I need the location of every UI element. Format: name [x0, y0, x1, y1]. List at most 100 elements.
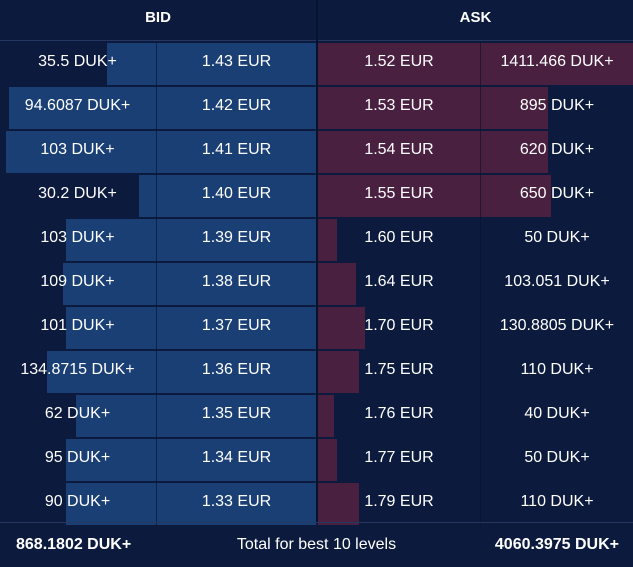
ask-total: 4060.3975 DUK+	[494, 536, 619, 553]
ask-depth-bar	[318, 131, 548, 173]
bid-depth-bar	[6, 131, 316, 173]
ask-price: 1.53 EUR	[364, 97, 434, 114]
ask-quantity: 40 DUK+	[524, 405, 590, 422]
ask-quantity: 620 DUK+	[519, 141, 595, 158]
bid-quantity: 94.6087 DUK+	[24, 97, 131, 114]
ask-depth-bar	[318, 439, 337, 481]
bid-price: 1.41 EUR	[201, 141, 272, 158]
cell-separator	[156, 438, 157, 482]
order-book-row[interactable]: 95 DUK+ 1.34 EUR 1.77 EUR 50 DUK+	[0, 438, 633, 482]
ask-depth-bar	[318, 175, 551, 217]
ask-quantity: 130.8805 DUK+	[499, 317, 615, 334]
cell-separator	[156, 174, 157, 218]
order-book-rows: 35.5 DUK+ 1.43 EUR 1.52 EUR 1411.466 DUK+ 94…	[0, 42, 633, 526]
order-book-row[interactable]: 103 DUK+ 1.41 EUR 1.54 EUR 620 DUK+	[0, 130, 633, 174]
bid-depth-bar	[66, 307, 316, 349]
bid-quantity: 90 DUK+	[44, 493, 111, 510]
bid-price: 1.40 EUR	[201, 185, 272, 202]
cell-separator	[480, 130, 481, 174]
bid-depth-bar	[66, 219, 316, 261]
cell-separator	[156, 394, 157, 438]
ask-quantity: 110 DUK+	[520, 493, 594, 510]
bid-quantity: 35.5 DUK+	[38, 53, 117, 70]
cell-separator	[156, 218, 157, 262]
bid-quantity: 30.2 DUK+	[38, 185, 117, 202]
cell-separator	[156, 482, 157, 526]
cell-separator	[156, 306, 157, 350]
ask-price: 1.52 EUR	[364, 53, 434, 70]
bid-depth-bar	[139, 175, 316, 217]
ask-price: 1.77 EUR	[364, 449, 434, 466]
cell-separator	[156, 130, 157, 174]
bid-depth-bar	[63, 263, 316, 305]
ask-quantity: 103.051 DUK+	[504, 273, 610, 290]
order-book-row[interactable]: 30.2 DUK+ 1.40 EUR 1.55 EUR 650 DUK+	[0, 174, 633, 218]
center-divider	[316, 0, 318, 522]
cell-separator	[480, 174, 481, 218]
ask-price: 1.70 EUR	[364, 317, 434, 334]
bid-depth-bar	[47, 351, 316, 393]
ask-quantity: 110 DUK+	[520, 361, 594, 378]
order-book-row[interactable]: 94.6087 DUK+ 1.42 EUR 1.53 EUR 895 DUK+	[0, 86, 633, 130]
ask-price: 1.54 EUR	[364, 141, 434, 158]
ask-quantity: 50 DUK+	[524, 449, 590, 466]
bid-price: 1.38 EUR	[201, 273, 272, 290]
bid-price: 1.33 EUR	[201, 493, 272, 510]
bid-quantity: 62 DUK+	[44, 405, 111, 422]
ask-depth-bar	[318, 219, 337, 261]
ask-price: 1.64 EUR	[364, 273, 434, 290]
ask-depth-bar	[318, 87, 548, 129]
order-book-row[interactable]: 90 DUK+ 1.33 EUR 1.79 EUR 110 DUK+	[0, 482, 633, 526]
ask-depth-bar	[318, 483, 359, 525]
bid-price: 1.42 EUR	[201, 97, 272, 114]
cell-separator	[480, 306, 481, 350]
cell-separator	[480, 86, 481, 130]
ask-quantity: 1411.466 DUK+	[500, 53, 614, 70]
ask-quantity: 650 DUK+	[519, 185, 595, 202]
bid-quantity: 101 DUK+	[40, 317, 115, 334]
ask-price: 1.76 EUR	[364, 405, 434, 422]
bid-total: 868.1802 DUK+	[16, 536, 132, 553]
cell-separator	[156, 262, 157, 306]
bid-column-header: BID	[145, 9, 171, 26]
ask-column-header: ASK	[459, 9, 492, 26]
ask-depth-bar	[318, 395, 334, 437]
ask-depth-bar	[318, 263, 356, 305]
bid-depth-bar	[107, 43, 316, 85]
bid-quantity: 109 DUK+	[40, 273, 115, 290]
order-book-row[interactable]: 62 DUK+ 1.35 EUR 1.76 EUR 40 DUK+	[0, 394, 633, 438]
bid-price: 1.39 EUR	[201, 229, 272, 246]
bid-depth-bar	[66, 483, 316, 525]
bid-price: 1.35 EUR	[201, 405, 272, 422]
cell-separator	[480, 42, 481, 86]
order-book-row[interactable]: 134.8715 DUK+ 1.36 EUR 1.75 EUR 110 DUK+	[0, 350, 633, 394]
ask-depth-bar	[318, 307, 365, 349]
bid-quantity: 103 DUK+	[40, 141, 115, 158]
order-book-row[interactable]: 103 DUK+ 1.39 EUR 1.60 EUR 50 DUK+	[0, 218, 633, 262]
cell-separator	[156, 350, 157, 394]
bid-depth-bar	[9, 87, 316, 129]
cell-separator	[480, 262, 481, 306]
bid-price: 1.36 EUR	[201, 361, 272, 378]
cell-separator	[480, 350, 481, 394]
bid-price: 1.34 EUR	[201, 449, 272, 466]
bid-quantity: 134.8715 DUK+	[20, 361, 135, 378]
ask-price: 1.55 EUR	[364, 185, 434, 202]
ask-quantity: 895 DUK+	[519, 97, 595, 114]
bid-price: 1.43 EUR	[201, 53, 272, 70]
bid-depth-bar	[76, 395, 316, 437]
bid-depth-bar	[66, 439, 316, 481]
cell-separator	[480, 438, 481, 482]
order-book-row[interactable]: 101 DUK+ 1.37 EUR 1.70 EUR 130.8805 DUK+	[0, 306, 633, 350]
ask-price: 1.75 EUR	[364, 361, 434, 378]
cell-separator	[480, 394, 481, 438]
order-book-footer: 868.1802 DUK+ Total for best 10 levels 4…	[0, 522, 633, 563]
bid-quantity: 95 DUK+	[44, 449, 111, 466]
order-book-row[interactable]: 109 DUK+ 1.38 EUR 1.64 EUR 103.051 DUK+	[0, 262, 633, 306]
ask-quantity: 50 DUK+	[524, 229, 590, 246]
order-book-row[interactable]: 35.5 DUK+ 1.43 EUR 1.52 EUR 1411.466 DUK+	[0, 42, 633, 86]
ask-depth-bar	[318, 351, 359, 393]
cell-separator	[156, 42, 157, 86]
cell-separator	[480, 482, 481, 526]
